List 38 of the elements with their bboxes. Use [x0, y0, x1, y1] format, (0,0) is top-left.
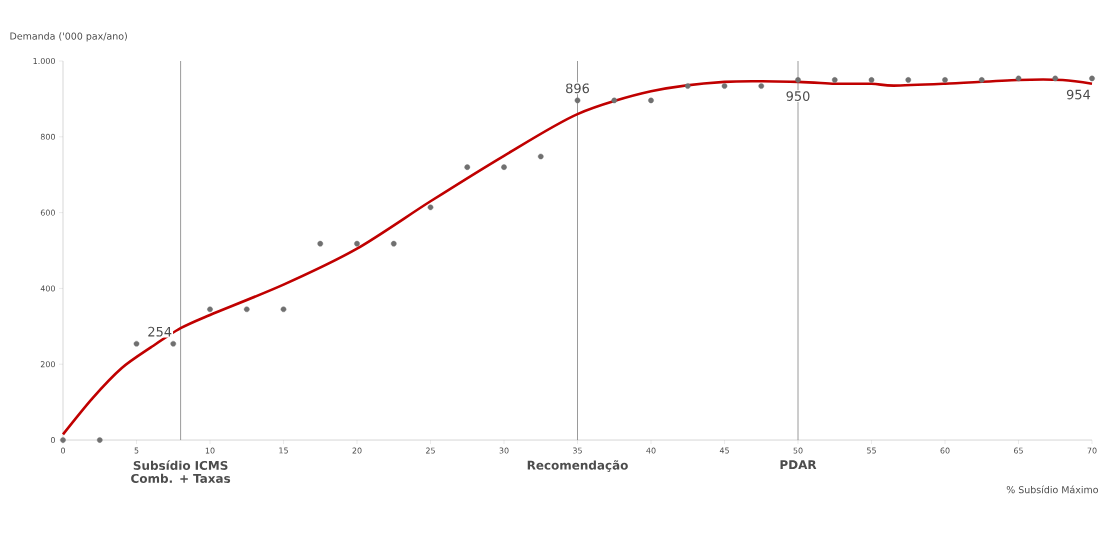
point	[868, 77, 875, 83]
point	[1015, 75, 1022, 82]
point	[464, 164, 471, 170]
point	[978, 77, 985, 83]
point	[207, 306, 213, 313]
point	[795, 77, 801, 83]
point	[96, 437, 103, 443]
annotation: 950	[786, 91, 810, 101]
point	[905, 77, 912, 83]
point	[243, 306, 250, 313]
point	[501, 164, 507, 170]
point	[831, 77, 838, 83]
point	[427, 204, 434, 211]
point	[721, 83, 728, 89]
point	[684, 83, 691, 89]
point	[317, 240, 324, 247]
point	[1089, 75, 1095, 82]
point	[354, 240, 360, 247]
point	[133, 340, 140, 347]
point	[758, 83, 765, 89]
annotation: 254	[148, 326, 172, 337]
ref-line-label: Subsídio ICMS Comb. + Taxas	[131, 460, 231, 483]
annotation: 954	[1066, 89, 1091, 100]
point	[537, 153, 544, 160]
point	[648, 97, 654, 104]
point	[170, 340, 177, 347]
x-axis-title: % Subsídio Máximo	[1006, 485, 1098, 494]
annotation: 896	[566, 83, 590, 94]
point	[280, 306, 287, 313]
point	[611, 97, 618, 104]
point	[60, 437, 66, 443]
ref-line-label: Recomendação	[527, 460, 628, 472]
point	[942, 77, 948, 83]
ref-line-label: PDAR	[780, 460, 817, 469]
point	[574, 97, 581, 104]
point	[1052, 75, 1059, 82]
y-axis-title: Demanda ('000 pax/ano)	[10, 32, 127, 42]
point	[390, 240, 397, 247]
